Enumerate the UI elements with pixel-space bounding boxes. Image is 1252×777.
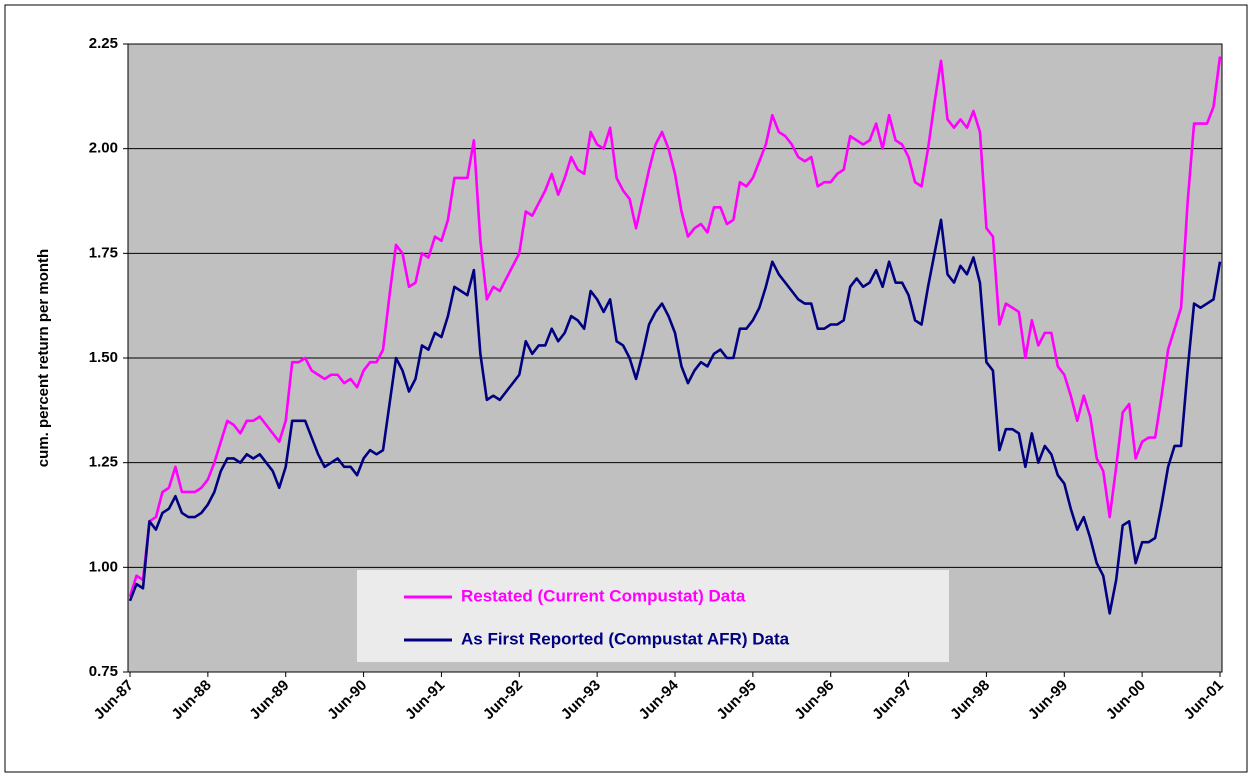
legend-box: [357, 570, 949, 662]
y-tick-label: 1.75: [89, 244, 118, 261]
legend-label: Restated (Current Compustat) Data: [461, 586, 746, 605]
y-tick-label: 2.00: [89, 140, 118, 157]
y-tick-label: 1.25: [89, 454, 118, 471]
legend-label: As First Reported (Compustat AFR) Data: [461, 629, 790, 648]
series-line: [128, 56, 1222, 598]
y-tick-label: 2.25: [89, 35, 118, 52]
y-tick-label: 0.75: [89, 663, 118, 680]
y-tick-label: 1.00: [89, 558, 118, 575]
y-tick-label: 1.50: [89, 349, 118, 366]
series-line: [128, 218, 1222, 615]
y-axis-label: cum. percent return per month: [35, 249, 52, 467]
